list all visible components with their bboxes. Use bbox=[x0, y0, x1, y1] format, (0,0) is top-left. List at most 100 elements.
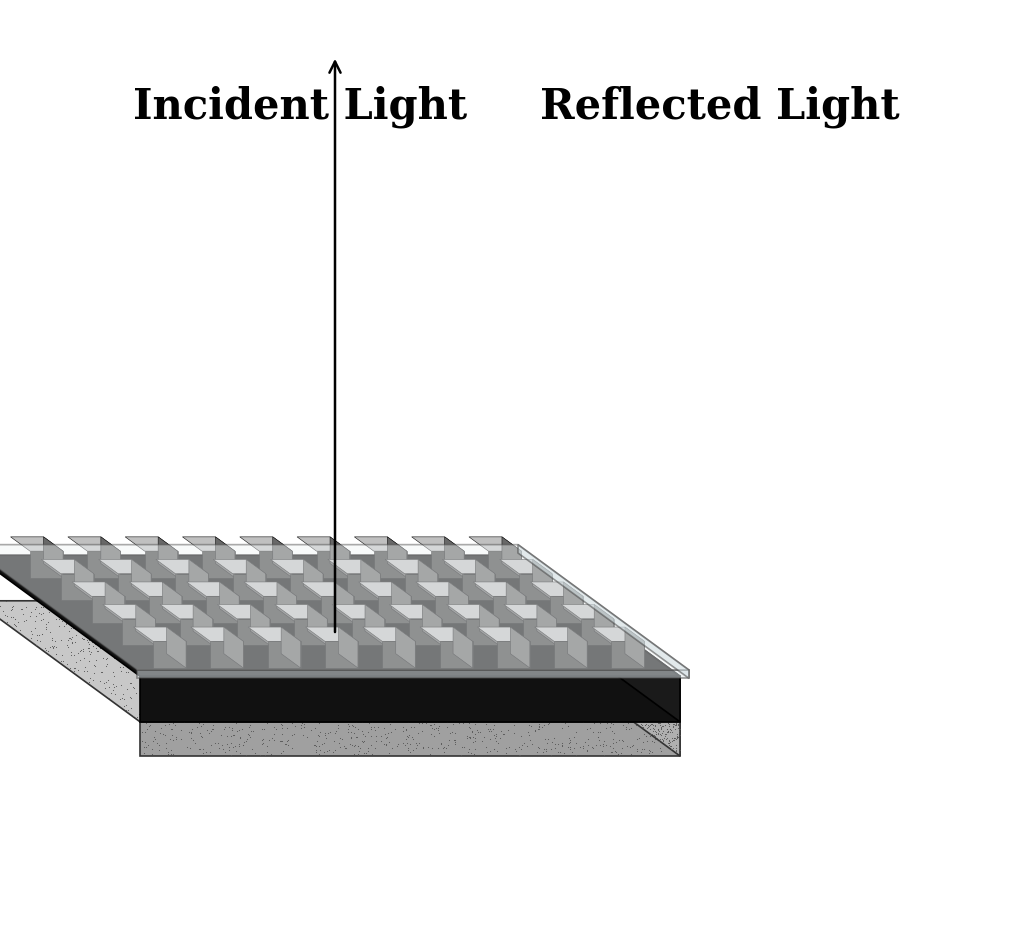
Point bbox=[140, 687, 156, 702]
Point bbox=[558, 647, 575, 662]
Point bbox=[576, 658, 592, 673]
Point bbox=[303, 622, 320, 637]
Polygon shape bbox=[328, 560, 380, 574]
Point bbox=[567, 736, 584, 751]
Point bbox=[519, 610, 536, 625]
Point bbox=[109, 622, 125, 637]
Point bbox=[135, 634, 151, 649]
Point bbox=[256, 647, 272, 662]
Point bbox=[612, 686, 628, 701]
Point bbox=[426, 716, 442, 731]
Point bbox=[487, 734, 504, 749]
Point bbox=[551, 658, 567, 673]
Point bbox=[530, 720, 547, 735]
Point bbox=[72, 598, 88, 613]
Point bbox=[389, 606, 405, 621]
Point bbox=[530, 718, 547, 733]
Point bbox=[298, 711, 315, 726]
Point bbox=[324, 656, 340, 671]
Point bbox=[636, 698, 653, 713]
Point bbox=[303, 671, 320, 686]
Point bbox=[310, 716, 327, 731]
Point bbox=[570, 642, 586, 657]
Point bbox=[574, 676, 590, 691]
Point bbox=[64, 636, 80, 651]
Point bbox=[119, 665, 136, 680]
Point bbox=[512, 612, 528, 627]
Point bbox=[526, 723, 543, 738]
Point bbox=[167, 613, 183, 628]
Point bbox=[555, 637, 572, 652]
Point bbox=[159, 651, 176, 665]
Point bbox=[505, 685, 521, 700]
Point bbox=[529, 642, 546, 657]
Point bbox=[623, 702, 639, 717]
Point bbox=[574, 646, 590, 661]
Point bbox=[293, 721, 309, 736]
Point bbox=[510, 618, 526, 633]
Point bbox=[550, 656, 566, 671]
Point bbox=[536, 637, 552, 652]
Point bbox=[428, 721, 444, 736]
Point bbox=[190, 715, 207, 730]
Point bbox=[280, 602, 296, 617]
Point bbox=[518, 624, 535, 639]
Point bbox=[336, 740, 353, 755]
Point bbox=[617, 691, 633, 706]
Point bbox=[295, 610, 311, 625]
Point bbox=[341, 692, 358, 707]
Point bbox=[387, 722, 403, 737]
Point bbox=[302, 639, 319, 654]
Point bbox=[392, 631, 408, 646]
Point bbox=[31, 607, 47, 622]
Point bbox=[394, 707, 410, 722]
Point bbox=[644, 734, 660, 749]
Point bbox=[627, 685, 644, 700]
Point bbox=[192, 680, 209, 695]
Point bbox=[234, 603, 251, 618]
Point bbox=[580, 667, 596, 682]
Point bbox=[233, 668, 250, 683]
Point bbox=[272, 733, 289, 748]
Point bbox=[210, 651, 226, 666]
Point bbox=[651, 722, 667, 737]
Point bbox=[544, 625, 560, 640]
Point bbox=[511, 598, 527, 613]
Point bbox=[639, 697, 656, 712]
Point bbox=[269, 633, 286, 648]
Point bbox=[345, 614, 362, 629]
Polygon shape bbox=[515, 556, 680, 722]
Point bbox=[531, 644, 548, 659]
Point bbox=[119, 682, 136, 697]
Point bbox=[231, 745, 248, 760]
Point bbox=[549, 641, 565, 656]
Point bbox=[28, 600, 44, 615]
Point bbox=[513, 605, 529, 620]
Point bbox=[354, 689, 370, 704]
Point bbox=[200, 666, 217, 681]
Point bbox=[451, 709, 468, 724]
Point bbox=[207, 615, 223, 630]
Point bbox=[663, 734, 680, 749]
Point bbox=[352, 649, 368, 664]
Polygon shape bbox=[130, 582, 182, 596]
Point bbox=[602, 674, 619, 689]
Point bbox=[596, 687, 613, 702]
Point bbox=[347, 640, 364, 655]
Point bbox=[363, 699, 379, 714]
Point bbox=[387, 620, 403, 635]
Point bbox=[151, 725, 168, 740]
Point bbox=[635, 696, 652, 711]
Point bbox=[559, 666, 576, 681]
Point bbox=[80, 635, 97, 650]
Polygon shape bbox=[213, 560, 265, 574]
Point bbox=[297, 690, 314, 705]
Point bbox=[560, 719, 577, 734]
Point bbox=[237, 609, 254, 624]
Point bbox=[494, 659, 511, 674]
Point bbox=[409, 624, 426, 639]
Point bbox=[463, 746, 479, 761]
Point bbox=[607, 667, 623, 682]
Point bbox=[556, 746, 573, 761]
Point bbox=[354, 648, 370, 663]
